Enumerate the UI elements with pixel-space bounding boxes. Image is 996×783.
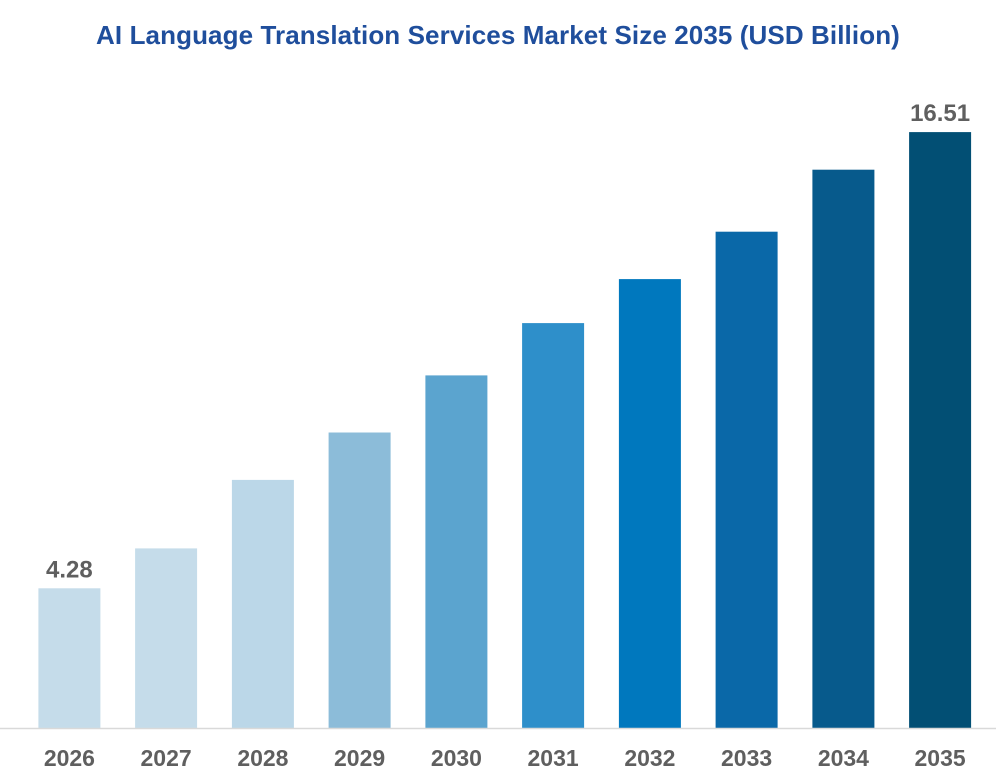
x-tick-label: 2031 [528, 745, 579, 771]
x-tick-label: 2032 [624, 745, 675, 771]
x-tick-label: 2029 [334, 745, 385, 771]
data-label: 4.28 [46, 556, 93, 583]
bar-2032 [618, 279, 681, 728]
chart-title: AI Language Translation Services Market … [96, 20, 900, 50]
x-tick-label: 2026 [44, 745, 95, 771]
data-labels: 4.28 16.51 [46, 100, 970, 583]
x-tick-label: 2035 [915, 745, 966, 771]
bar-2030 [425, 375, 488, 728]
bar-2035 [909, 132, 972, 729]
x-tick-label: 2027 [141, 745, 192, 771]
bar-2027 [135, 548, 198, 728]
bar-2031 [522, 323, 585, 728]
bars-layer [38, 132, 972, 729]
x-tick-labels: 2026 2027 2028 2029 2030 2031 2032 2033 2034 2035 [44, 745, 966, 771]
bar-2034 [812, 169, 875, 728]
bar-2033 [715, 231, 778, 728]
x-tick-label: 2033 [721, 745, 772, 771]
data-label: 16.51 [910, 100, 970, 127]
bar-2028 [231, 479, 294, 728]
bar-2029 [328, 432, 391, 728]
bar-2026 [38, 588, 101, 728]
x-tick-label: 2030 [431, 745, 482, 771]
x-tick-label: 2028 [237, 745, 288, 771]
x-tick-label: 2034 [818, 745, 869, 771]
